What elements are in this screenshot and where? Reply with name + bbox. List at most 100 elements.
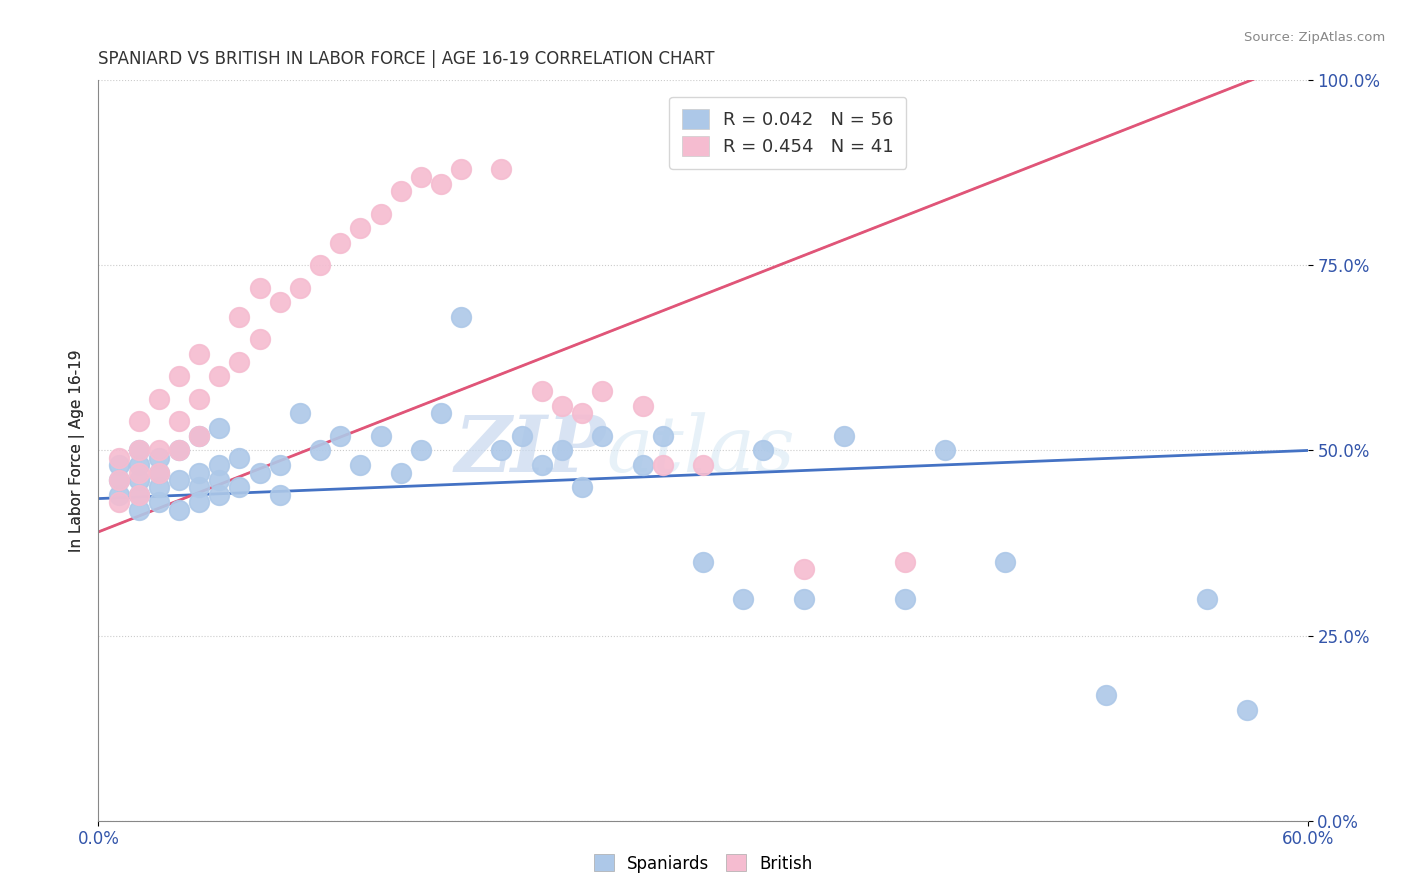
Point <box>389 466 412 480</box>
Text: SPANIARD VS BRITISH IN LABOR FORCE | AGE 16-19 CORRELATION CHART: SPANIARD VS BRITISH IN LABOR FORCE | AGE… <box>98 50 714 68</box>
Point <box>208 458 231 473</box>
Point <box>269 458 291 473</box>
Point <box>733 591 755 606</box>
Point <box>288 407 311 421</box>
Point <box>631 399 654 413</box>
Point <box>309 259 332 273</box>
Point <box>228 480 250 494</box>
Text: ZIP: ZIP <box>454 412 606 489</box>
Point <box>228 354 250 368</box>
Point <box>370 206 392 220</box>
Point <box>148 466 170 480</box>
Point <box>651 428 673 442</box>
Point <box>269 295 291 310</box>
Point <box>249 332 271 346</box>
Point <box>208 421 231 435</box>
Point <box>591 384 613 399</box>
Point <box>148 480 170 494</box>
Point <box>692 555 714 569</box>
Point <box>148 466 170 480</box>
Point <box>510 428 533 442</box>
Point <box>128 414 150 428</box>
Y-axis label: In Labor Force | Age 16-19: In Labor Force | Age 16-19 <box>69 349 84 552</box>
Point <box>651 458 673 473</box>
Point <box>188 495 211 509</box>
Point <box>208 488 231 502</box>
Point <box>128 488 150 502</box>
Point <box>370 428 392 442</box>
Point <box>450 162 472 177</box>
Point <box>167 502 190 516</box>
Point <box>188 480 211 494</box>
Point <box>530 458 553 473</box>
Point <box>893 591 915 606</box>
Point <box>167 369 190 384</box>
Point <box>349 221 371 235</box>
Point <box>450 310 472 325</box>
Point <box>249 466 271 480</box>
Point <box>107 450 129 465</box>
Point <box>167 443 190 458</box>
Point <box>1236 703 1258 717</box>
Point <box>167 473 190 487</box>
Point <box>128 458 150 473</box>
Point <box>571 480 593 494</box>
Point <box>530 384 553 399</box>
Point <box>128 443 150 458</box>
Point <box>692 458 714 473</box>
Point <box>793 591 815 606</box>
Point <box>631 458 654 473</box>
Point <box>430 177 453 191</box>
Point <box>288 280 311 294</box>
Point <box>994 555 1017 569</box>
Point <box>1095 688 1118 702</box>
Point <box>167 443 190 458</box>
Point <box>208 369 231 384</box>
Point <box>107 488 129 502</box>
Point <box>551 443 574 458</box>
Point <box>309 443 332 458</box>
Point <box>167 414 190 428</box>
Legend: Spaniards, British: Spaniards, British <box>586 847 820 880</box>
Point <box>228 450 250 465</box>
Point <box>591 428 613 442</box>
Point <box>934 443 956 458</box>
Point <box>148 450 170 465</box>
Point <box>107 473 129 487</box>
Point <box>128 488 150 502</box>
Point <box>188 428 211 442</box>
Point <box>148 443 170 458</box>
Point <box>249 280 271 294</box>
Point <box>128 502 150 516</box>
Legend: R = 0.042   N = 56, R = 0.454   N = 41: R = 0.042 N = 56, R = 0.454 N = 41 <box>669 96 907 169</box>
Y-axis label: In Labor Force | Age 16-19: In Labor Force | Age 16-19 <box>69 349 84 552</box>
Text: atlas: atlas <box>606 412 794 489</box>
Point <box>107 473 129 487</box>
Point <box>269 488 291 502</box>
Point <box>349 458 371 473</box>
Point <box>107 495 129 509</box>
Point <box>793 562 815 576</box>
Point <box>409 169 432 184</box>
Point <box>188 392 211 406</box>
Point <box>491 443 513 458</box>
Point <box>128 443 150 458</box>
Point <box>571 407 593 421</box>
Point <box>551 399 574 413</box>
Text: Source: ZipAtlas.com: Source: ZipAtlas.com <box>1244 31 1385 45</box>
Point <box>188 466 211 480</box>
Point <box>148 392 170 406</box>
Point <box>409 443 432 458</box>
Point <box>832 428 855 442</box>
Point <box>188 347 211 361</box>
Point <box>208 473 231 487</box>
Point <box>228 310 250 325</box>
Point <box>329 428 352 442</box>
Point <box>893 555 915 569</box>
Point <box>389 184 412 198</box>
Point <box>752 443 775 458</box>
Point <box>128 473 150 487</box>
Point <box>148 495 170 509</box>
Point <box>491 162 513 177</box>
Point <box>128 466 150 480</box>
